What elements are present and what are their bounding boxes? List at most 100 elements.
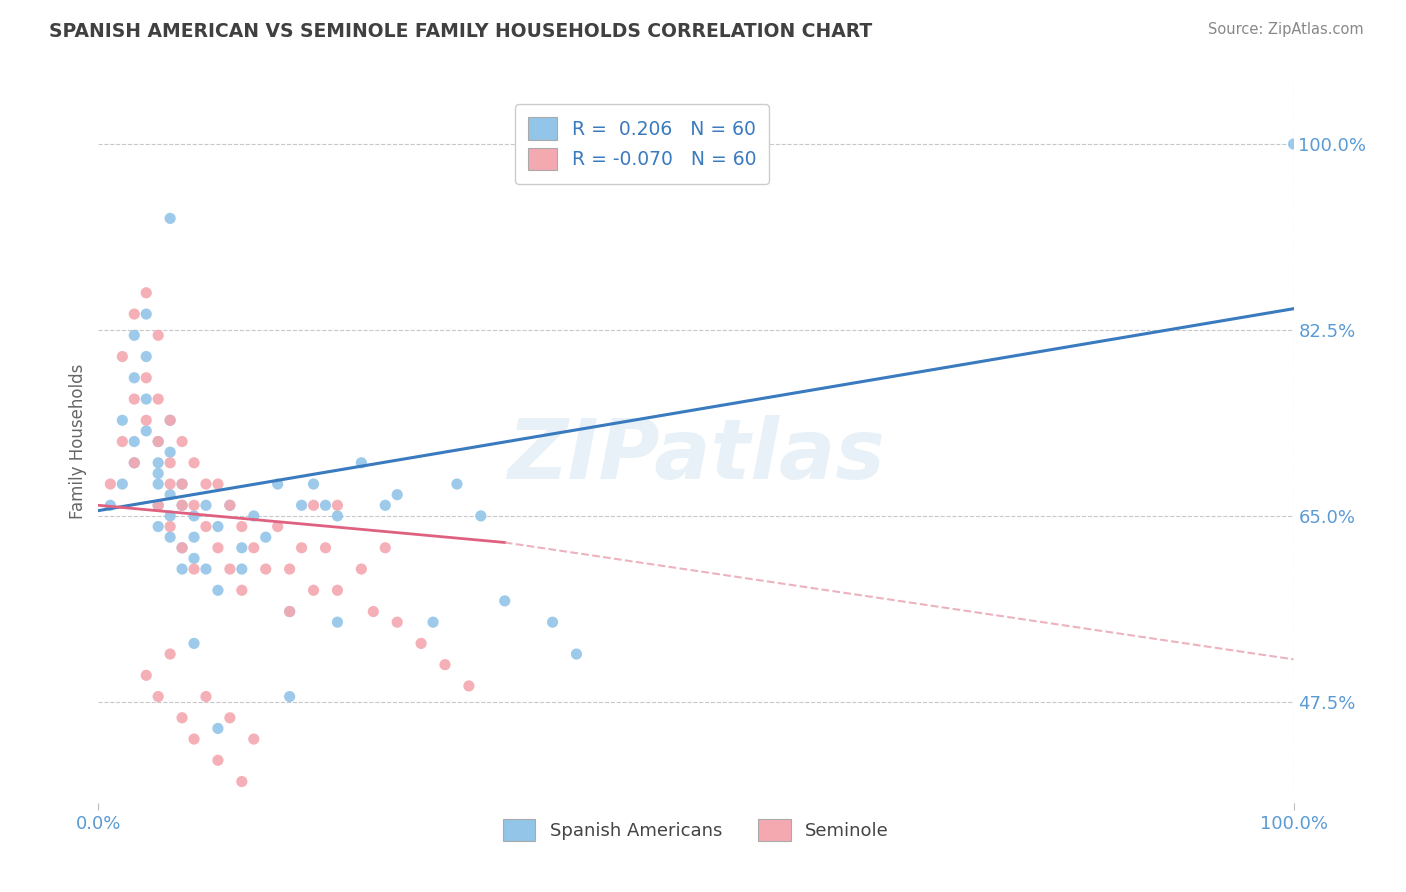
Point [278,562,301,576]
Point [231,583,253,598]
Point [148,498,170,512]
Point [124,456,146,470]
Point [302,583,325,598]
Point [172,434,194,449]
Point [207,583,229,598]
Point [326,583,349,598]
Point [148,434,170,449]
Text: Source: ZipAtlas.com: Source: ZipAtlas.com [1208,22,1364,37]
Point [124,307,146,321]
Point [172,498,194,512]
Point [326,615,349,630]
Point [124,392,146,406]
Point [231,562,253,576]
Point [267,519,290,533]
Point [183,562,205,576]
Point [267,477,290,491]
Point [231,774,253,789]
Point [278,690,301,704]
Point [159,530,181,544]
Point [111,350,134,364]
Point [278,605,301,619]
Point [207,519,229,533]
Point [183,551,205,566]
Point [195,498,218,512]
Point [446,477,468,491]
Point [315,498,337,512]
Point [183,508,205,523]
Point [207,753,229,767]
Point [124,434,146,449]
Point [385,615,409,630]
Point [98,477,122,491]
Point [172,562,194,576]
Point [302,498,325,512]
Point [172,498,194,512]
Point [172,477,194,491]
Point [148,690,170,704]
Point [159,647,181,661]
Point [159,413,181,427]
Point [172,711,194,725]
Point [124,371,146,385]
Point [374,498,396,512]
Point [350,456,373,470]
Point [159,456,181,470]
Point [183,732,205,747]
Point [195,477,218,491]
Point [243,508,266,523]
Point [148,392,170,406]
Point [98,498,122,512]
Point [219,711,242,725]
Point [434,657,457,672]
Point [363,605,385,619]
Point [458,679,481,693]
Point [124,328,146,343]
Y-axis label: Family Households: Family Households [69,364,87,519]
Point [291,498,314,512]
Point [111,413,134,427]
Point [302,477,325,491]
Point [148,467,170,481]
Point [207,722,229,736]
Point [231,541,253,555]
Point [183,530,205,544]
Point [207,541,229,555]
Point [219,498,242,512]
Point [470,508,492,523]
Point [159,477,181,491]
Point [148,519,170,533]
Point [565,647,588,661]
Point [135,668,157,682]
Point [172,477,194,491]
Point [159,211,181,226]
Point [315,541,337,555]
Point [159,445,181,459]
Point [135,392,157,406]
Point [219,498,242,512]
Point [326,498,349,512]
Point [1282,136,1305,151]
Point [494,594,516,608]
Point [183,498,205,512]
Point [195,690,218,704]
Point [183,456,205,470]
Point [254,562,277,576]
Point [135,285,157,300]
Point [148,434,170,449]
Point [135,413,157,427]
Point [148,328,170,343]
Point [385,488,409,502]
Point [411,636,433,650]
Point [254,530,277,544]
Point [291,541,314,555]
Point [135,350,157,364]
Text: ZIPatlas: ZIPatlas [508,416,884,497]
Point [350,562,373,576]
Point [148,498,170,512]
Legend: Spanish Americans, Seminole: Spanish Americans, Seminole [496,812,896,848]
Point [219,562,242,576]
Point [278,605,301,619]
Point [326,508,349,523]
Point [159,519,181,533]
